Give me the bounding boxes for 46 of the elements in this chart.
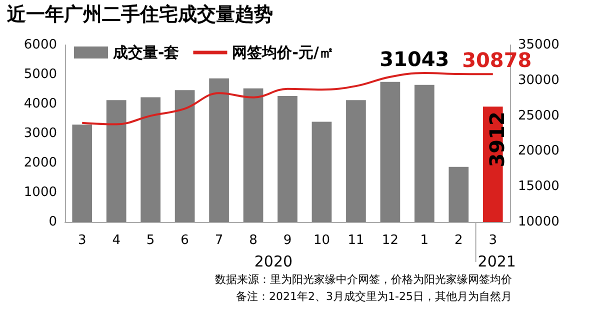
bar	[106, 100, 126, 222]
bar	[209, 78, 229, 222]
x-tick-label: 10	[313, 233, 330, 248]
y-tick-label: 5000	[24, 67, 57, 82]
x-tick-label: 5	[146, 233, 155, 248]
y-tick-label: 4000	[24, 96, 57, 112]
legend-label: 成交量-套	[112, 44, 180, 62]
bar	[140, 97, 161, 222]
y-tick-label: 6000	[24, 38, 57, 52]
y-tick-label: 1000	[24, 185, 57, 200]
x-tick-label: 3	[78, 233, 86, 248]
y2-tick-label: 15000	[518, 179, 560, 194]
text: 2020	[254, 252, 293, 270]
bar	[380, 82, 400, 222]
data-label: 31043	[380, 47, 450, 72]
x-tick-label: 1	[420, 233, 429, 248]
x-tick-label: 6	[180, 233, 189, 248]
x-tick-label: 4	[112, 233, 120, 248]
x-tick-label: 8	[249, 233, 258, 248]
y2-tick-label: 10000	[518, 214, 560, 230]
chart-title: 近一年广州二手住宅成交量趋势	[6, 4, 273, 26]
x-tick-label: 12	[382, 233, 398, 248]
text: 备注：2021年2、3月成交里为1-25日，其他月为自然月	[236, 290, 512, 303]
x-tick-label: 3	[488, 233, 498, 248]
y2-tick-label: 20000	[518, 144, 560, 159]
x-tick-label: 2	[454, 233, 463, 248]
legend-label: 网签均价-元/㎡	[232, 44, 334, 62]
bar	[72, 124, 92, 222]
source-note: 数据来源：里为阳光家缘中介网签，价格为阳光家缘网签均价	[215, 273, 512, 286]
data-label: 3912	[484, 112, 509, 168]
y2-tick-label: 30000	[518, 72, 560, 88]
y2-tick-label: 25000	[518, 108, 560, 124]
bar	[414, 84, 434, 222]
x-tick-label: 9	[283, 233, 292, 248]
bar	[174, 90, 195, 222]
text: 2021	[478, 252, 516, 270]
x-tick-label: 11	[348, 233, 364, 248]
bar	[243, 88, 264, 222]
bar	[448, 166, 469, 222]
y-tick-label: 3000	[24, 126, 57, 141]
bar	[312, 122, 332, 222]
bar	[278, 96, 298, 222]
y-tick-label: 0	[48, 214, 57, 230]
x-tick-label: 7	[214, 233, 224, 248]
bar	[346, 100, 366, 222]
y-tick-label: 2000	[24, 156, 57, 170]
